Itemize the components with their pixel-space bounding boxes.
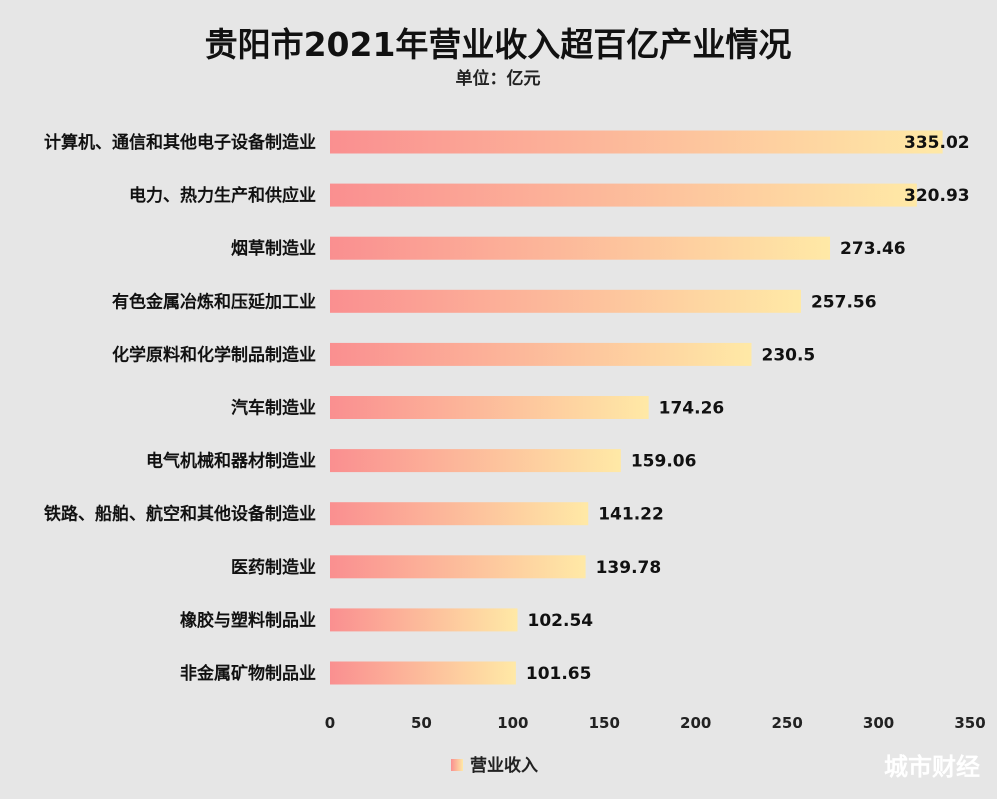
bars-layer bbox=[330, 130, 943, 685]
value-label-9: 102.54 bbox=[528, 611, 594, 631]
value-label-1: 320.93 bbox=[904, 186, 970, 206]
value-label-5: 174.26 bbox=[659, 399, 725, 419]
legend: 营业收入 bbox=[451, 755, 538, 776]
category-label-10: 非金属矿物制品业 bbox=[180, 663, 316, 684]
x-tick-label-3: 150 bbox=[589, 714, 620, 732]
category-label-1: 电力、热力生产和供应业 bbox=[129, 185, 316, 206]
category-label-2: 烟草制造业 bbox=[231, 238, 316, 259]
bar-4 bbox=[330, 342, 752, 366]
bar-2 bbox=[330, 236, 831, 260]
x-tick-label-1: 50 bbox=[411, 714, 432, 732]
category-label-7: 铁路、船舶、航空和其他设备制造业 bbox=[44, 504, 316, 525]
x-tick-label-0: 0 bbox=[325, 714, 335, 732]
bar-10 bbox=[330, 661, 516, 685]
x-tick-label-4: 200 bbox=[680, 714, 711, 732]
x-tick-label-5: 250 bbox=[771, 714, 802, 732]
value-label-7: 141.22 bbox=[598, 505, 664, 525]
x-tick-label-2: 100 bbox=[497, 714, 528, 732]
category-label-5: 汽车制造业 bbox=[231, 398, 316, 419]
value-label-0: 335.02 bbox=[904, 133, 970, 153]
x-tick-label-6: 300 bbox=[863, 714, 894, 732]
value-label-2: 273.46 bbox=[840, 239, 906, 259]
x-tick-label-7: 350 bbox=[954, 714, 985, 732]
bar-8 bbox=[330, 555, 586, 579]
category-label-6: 电气机械和器材制造业 bbox=[146, 451, 316, 472]
x-axis-ticks: 0 50 100 150 200 250 300 350 bbox=[325, 714, 986, 732]
value-label-6: 159.06 bbox=[631, 452, 697, 472]
chart-subtitle: 单位：亿元 bbox=[456, 68, 541, 89]
value-labels: 335.02 320.93 273.46 257.56 230.5 174.26 159.0… bbox=[526, 133, 970, 684]
category-label-3: 有色金属冶炼和压延加工业 bbox=[112, 291, 316, 312]
category-label-9: 橡胶与塑料制品业 bbox=[180, 610, 316, 631]
chart-title: 贵阳市2021年营业收入超百亿产业情况 bbox=[205, 25, 792, 64]
category-label-8: 医药制造业 bbox=[231, 557, 316, 578]
bar-3 bbox=[330, 289, 801, 313]
bar-7 bbox=[330, 502, 589, 526]
value-label-10: 101.65 bbox=[526, 664, 592, 684]
bar-0 bbox=[330, 130, 943, 154]
category-labels: 计算机、通信和其他电子设备制造业电力、热力生产和供应业烟草制造业有色金属冶炼和压… bbox=[44, 132, 316, 684]
bar-9 bbox=[330, 608, 518, 632]
category-label-4: 化学原料和化学制品制造业 bbox=[112, 344, 316, 365]
bar-1 bbox=[330, 183, 917, 207]
bar-6 bbox=[330, 449, 621, 473]
value-label-3: 257.56 bbox=[811, 292, 877, 312]
bar-5 bbox=[330, 396, 649, 419]
value-label-4: 230.5 bbox=[761, 345, 815, 365]
category-label-0: 计算机、通信和其他电子设备制造业 bbox=[44, 132, 316, 153]
legend-swatch bbox=[451, 759, 463, 771]
legend-label: 营业收入 bbox=[470, 755, 538, 776]
watermark: 城市财经 bbox=[884, 753, 980, 781]
value-label-8: 139.78 bbox=[596, 558, 662, 578]
